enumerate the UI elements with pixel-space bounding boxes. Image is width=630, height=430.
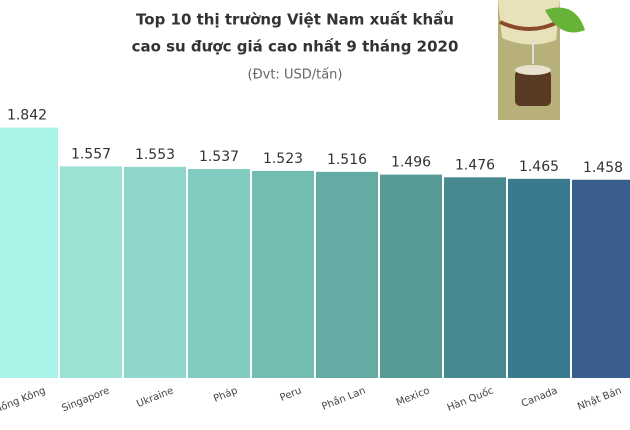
bar	[188, 169, 250, 378]
value-label: 1.557	[71, 146, 111, 162]
x-tick-label: Peru	[278, 385, 303, 404]
x-tick-label: Hàn Quốc	[445, 384, 495, 413]
value-label: 1.496	[391, 155, 431, 171]
value-label: 1.458	[583, 160, 623, 176]
rubber-tree-illustration	[498, 0, 585, 120]
unit-note: (Đvt: USD/tấn)	[248, 68, 343, 83]
bar	[572, 179, 630, 378]
x-tick-label: Hồng Kông	[0, 384, 47, 415]
x-tick-label: Mexico	[395, 385, 431, 408]
bar	[508, 178, 570, 378]
x-tick-label: Canada	[520, 385, 559, 409]
value-label: 1.476	[455, 157, 495, 173]
bar	[60, 166, 122, 378]
value-label: 1.537	[199, 149, 239, 165]
bar	[444, 177, 506, 378]
chart-subtitle: cao su được giá cao nhất 9 tháng 2020	[132, 38, 459, 56]
value-label: 1.465	[519, 159, 559, 175]
value-label: 1.523	[263, 151, 303, 167]
x-tick-label: Singapore	[60, 385, 111, 414]
chart-title: Top 10 thị trường Việt Nam xuất khẩu	[136, 10, 454, 29]
value-label: 1.516	[327, 152, 367, 168]
x-tick-label: Nhật Bản	[576, 384, 623, 412]
value-label: 1.842	[7, 108, 47, 124]
value-label: 1.553	[135, 147, 175, 163]
bar	[124, 166, 186, 378]
bar	[316, 171, 378, 378]
bar	[252, 170, 314, 378]
x-tick-label: Phần Lan	[320, 384, 367, 412]
x-tick-label: Ukraine	[135, 385, 175, 410]
bar	[380, 174, 442, 378]
bar	[0, 127, 58, 378]
x-tick-label: Pháp	[212, 384, 240, 404]
